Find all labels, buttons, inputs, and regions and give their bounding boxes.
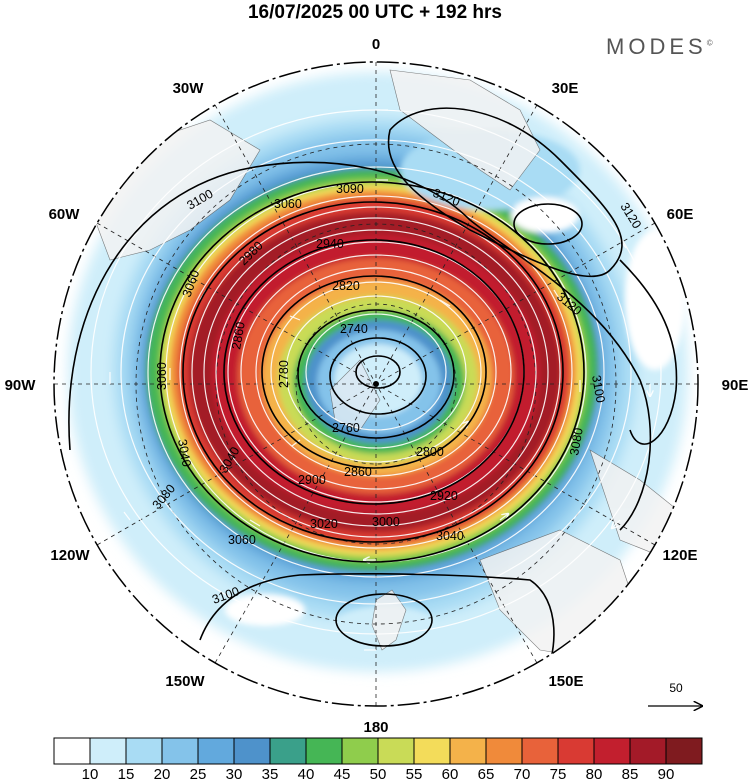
colorbar-tick-label: 80 bbox=[586, 766, 603, 782]
colorbar-swatch bbox=[305, 737, 343, 765]
colorbar-tick-label: 75 bbox=[550, 766, 567, 782]
map-boundary bbox=[53, 61, 699, 707]
colorbar-swatch bbox=[557, 737, 595, 765]
colorbar-tick-label: 90 bbox=[658, 766, 675, 782]
colorbar-swatch bbox=[377, 737, 415, 765]
svg-text:2820: 2820 bbox=[332, 279, 360, 293]
colorbar-tick-label: 15 bbox=[118, 766, 135, 782]
svg-text:3040: 3040 bbox=[436, 529, 464, 543]
svg-text:3060: 3060 bbox=[274, 197, 302, 211]
lon-label-180: 180 bbox=[363, 719, 388, 736]
lon-label-150e: 150E bbox=[548, 673, 583, 690]
brand-logo: MODES© bbox=[606, 34, 713, 60]
colorbar-swatch bbox=[269, 737, 307, 765]
colorbar-swatch bbox=[233, 737, 271, 765]
colorbar-swatch bbox=[665, 737, 703, 765]
colorbar-tick-label: 50 bbox=[370, 766, 387, 782]
colorbar-tick-label: 40 bbox=[298, 766, 315, 782]
svg-text:3060: 3060 bbox=[155, 362, 169, 390]
page-title: 16/07/2025 00 UTC + 192 hrs bbox=[247, 2, 503, 23]
lon-label-0: 0 bbox=[372, 36, 380, 53]
colorbar-tick-label: 30 bbox=[226, 766, 243, 782]
colorbar-swatch bbox=[485, 737, 523, 765]
longitude-labels: 0 30E 60E 90E 120E 150E 180 150W 120W 90… bbox=[5, 36, 749, 736]
svg-text:2800: 2800 bbox=[416, 445, 444, 459]
colorbar-tick-label: 85 bbox=[622, 766, 639, 782]
colorbar-swatch bbox=[413, 737, 451, 765]
colorbar-swatch bbox=[125, 737, 163, 765]
colorbar-tick-label: 35 bbox=[262, 766, 279, 782]
svg-text:2940: 2940 bbox=[316, 237, 344, 251]
wind-speed-shading: 3090 3120 3120 3100 3060 3060 2980 2940 … bbox=[54, 62, 698, 706]
svg-text:3100: 3100 bbox=[589, 374, 608, 404]
brand-name: MODES bbox=[606, 34, 707, 59]
reference-vector-label: 50 bbox=[669, 681, 683, 695]
colorbar-tick-label: 20 bbox=[154, 766, 171, 782]
brand-mark: © bbox=[706, 38, 713, 48]
height-contours bbox=[68, 107, 678, 691]
colorbar-swatch bbox=[197, 737, 235, 765]
svg-text:2900: 2900 bbox=[298, 473, 326, 487]
colorbar-swatch bbox=[161, 737, 199, 765]
lon-label-60w: 60W bbox=[49, 206, 81, 223]
colorbar-tick-label: 25 bbox=[190, 766, 207, 782]
lon-label-30w: 30W bbox=[173, 80, 205, 97]
svg-text:3090: 3090 bbox=[336, 182, 364, 196]
colorbar-tick-label: 45 bbox=[334, 766, 351, 782]
colorbar: 10 15 20 25 30 35 40 45 50 55 60 65 70 75 80 85 90 bbox=[53, 737, 703, 782]
colorbar-swatch bbox=[593, 737, 631, 765]
svg-text:3040: 3040 bbox=[175, 438, 194, 468]
svg-text:2780: 2780 bbox=[277, 360, 291, 388]
colorbar-swatch bbox=[521, 737, 559, 765]
colorbar-swatch bbox=[449, 737, 487, 765]
colorbar-swatch bbox=[629, 737, 667, 765]
lon-label-150w: 150W bbox=[165, 673, 205, 690]
colorbar-swatch bbox=[53, 737, 91, 765]
lon-label-90w: 90W bbox=[5, 377, 37, 394]
svg-text:2860: 2860 bbox=[229, 321, 248, 351]
lon-label-60e: 60E bbox=[667, 206, 694, 223]
pole-marker bbox=[373, 381, 379, 387]
colorbar-tick-label: 60 bbox=[442, 766, 459, 782]
colorbar-swatch bbox=[341, 737, 379, 765]
svg-text:2860: 2860 bbox=[344, 465, 372, 479]
colorbar-tick-label: 55 bbox=[406, 766, 423, 782]
lon-label-120w: 120W bbox=[50, 547, 90, 564]
lon-label-30e: 30E bbox=[552, 80, 579, 97]
svg-text:3080: 3080 bbox=[567, 427, 586, 457]
svg-text:3000: 3000 bbox=[372, 515, 400, 529]
svg-text:3060: 3060 bbox=[228, 533, 256, 547]
colorbar-tick-label: 65 bbox=[478, 766, 495, 782]
svg-text:2760: 2760 bbox=[332, 421, 360, 435]
svg-text:2920: 2920 bbox=[430, 489, 458, 503]
lon-label-120e: 120E bbox=[662, 547, 697, 564]
svg-text:3020: 3020 bbox=[310, 517, 338, 531]
colorbar-swatch bbox=[89, 737, 127, 765]
colorbar-tick-label: 10 bbox=[82, 766, 99, 782]
lon-label-90e: 90E bbox=[722, 377, 749, 394]
svg-text:2740: 2740 bbox=[340, 322, 368, 336]
colorbar-tick-label: 70 bbox=[514, 766, 531, 782]
reference-vector: 50 bbox=[648, 681, 702, 706]
